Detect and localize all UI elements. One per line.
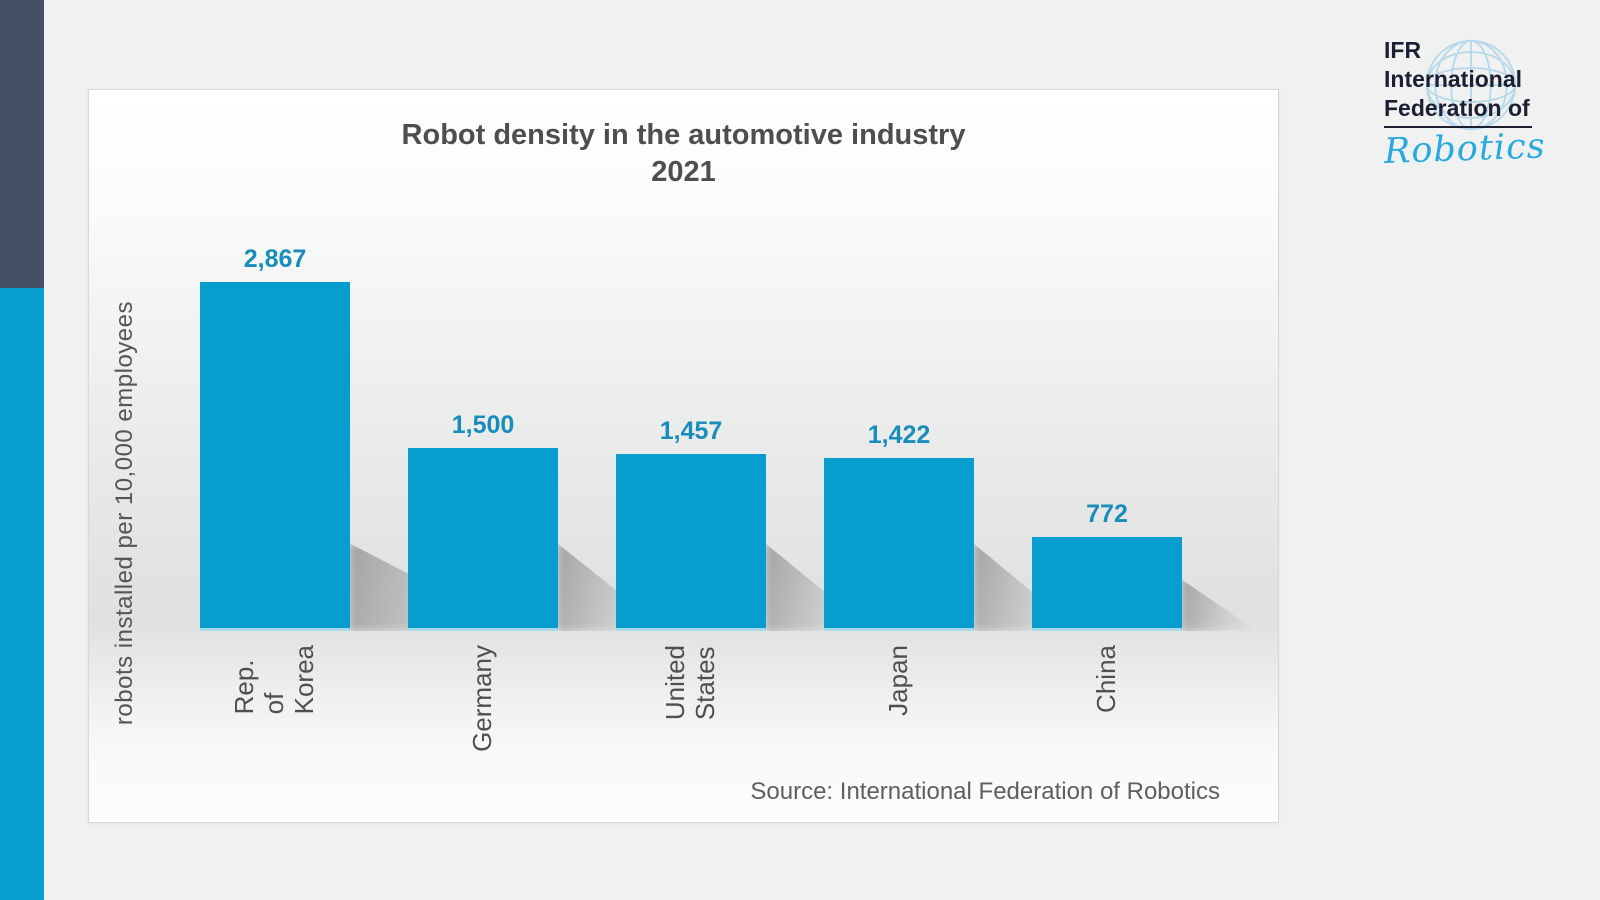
y-axis-label: robots installed per 10,000 employees [111, 301, 138, 726]
chart-subtitle: 2021 [651, 155, 716, 188]
left-accent-bar-cyan [0, 288, 44, 900]
plot-area: 2,867 Rep. of Korea 1,500 Germany 1,457 Unite… [200, 191, 1257, 752]
bar-group: 2,867 Rep. of Korea [200, 245, 519, 714]
category-label: Japan [883, 645, 914, 716]
category-label: Germany [467, 645, 498, 752]
category-label: United States [660, 645, 720, 721]
category-label: China [1091, 645, 1122, 713]
bar-3: 1,422 [824, 421, 974, 631]
logo-ifr: IFR [1384, 37, 1422, 63]
logo-federation-of: Federation of [1384, 94, 1532, 128]
bar-value-label: 1,457 [659, 417, 723, 445]
source-caption: Source: International Federation of Robo… [750, 778, 1220, 805]
logo-robotics-script: Robotics [1383, 126, 1547, 172]
chart-panel: Robot density in the automotive industry… [88, 89, 1279, 823]
chart-title-block: Robot density in the automotive industry… [89, 117, 1278, 190]
bar-group: 1,457 United States [616, 417, 872, 720]
bar-1: 1,500 [408, 411, 558, 631]
bar-value-label: 2,867 [243, 245, 307, 273]
globe-grid-icon [1425, 39, 1517, 131]
ifr-logo: IFR International Federation of Robotics [1383, 36, 1547, 172]
bar-4: 772 [1032, 500, 1182, 631]
logo-international: International [1384, 65, 1523, 92]
bar-value-label: 1,500 [451, 411, 515, 439]
left-accent-bar-dark [0, 0, 44, 288]
bar-value-label: 772 [1086, 500, 1128, 528]
bar-group: 1,500 Germany [408, 411, 667, 752]
bar-group: 1,422 Japan [824, 421, 1079, 716]
bar-value-label: 1,422 [867, 421, 931, 449]
bar-2: 1,457 [616, 417, 766, 631]
bar-group: 772 China [1032, 500, 1257, 713]
bar-0: 2,867 [200, 245, 350, 631]
category-label: Rep. of Korea [229, 645, 319, 715]
bar-floor-shadow [1181, 579, 1257, 631]
chart-title: Robot density in the automotive industry [401, 119, 966, 151]
